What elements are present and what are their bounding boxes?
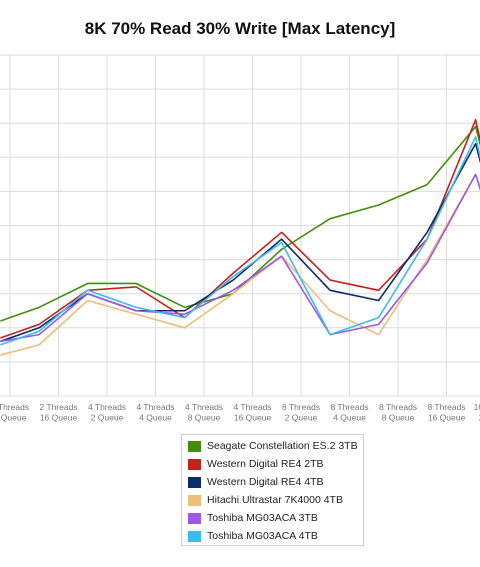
legend-label: Seagate Constellation ES.2 3TB — [207, 440, 358, 452]
series-line — [0, 136, 480, 346]
x-tick-label: 2 Threads 16 Queue — [39, 402, 77, 423]
x-tick-label: 8 Threads 2 Queue — [282, 402, 320, 423]
x-tick-label: 8 Threads 16 Queue — [427, 402, 465, 423]
x-tick-label: 8 Threads 8 Queue — [379, 402, 417, 423]
legend-swatch — [188, 476, 201, 488]
legend-swatch — [188, 512, 201, 524]
legend-label: Toshiba MG03ACA 3TB — [207, 512, 318, 524]
x-tick-label: 4 Threads 8 Queue — [185, 402, 223, 423]
legend-item: Seagate Constellation ES.2 3TB — [182, 437, 363, 455]
series-line — [0, 173, 480, 356]
series-lines — [0, 118, 480, 356]
legend-item: Toshiba MG03ACA 3TB — [182, 509, 363, 527]
legend-swatch — [188, 494, 201, 506]
x-tick-label: 4 Threads 2 Queue — [88, 402, 126, 423]
series-line — [0, 173, 480, 343]
chart-title: 8K 70% Read 30% Write [Max Latency] — [84, 19, 396, 38]
legend-item: Hitachi Ultrastar 7K4000 4TB — [182, 491, 363, 509]
legend-item: Toshiba MG03ACA 4TB — [182, 527, 363, 545]
series-line — [0, 125, 480, 322]
gridlines — [0, 54, 480, 397]
legend-label: Western Digital RE4 4TB — [207, 476, 324, 488]
x-tick-label: 4 Threads 4 Queue — [136, 402, 174, 423]
series-line — [0, 142, 480, 343]
x-tick-label: 8 Threads 4 Queue — [330, 402, 368, 423]
legend-swatch — [188, 458, 201, 470]
legend-label: Hitachi Ultrastar 7K4000 4TB — [207, 494, 343, 506]
legend-swatch — [188, 440, 201, 452]
legend-label: Toshiba MG03ACA 4TB — [207, 530, 318, 542]
legend-item: Western Digital RE4 4TB — [182, 473, 363, 491]
x-tick-label: 4 Threads 16 Queue — [233, 402, 271, 423]
legend-swatch — [188, 530, 201, 542]
series-line — [0, 118, 480, 339]
legend-item: Western Digital RE4 2TB — [182, 455, 363, 473]
legend-label: Western Digital RE4 2TB — [207, 458, 324, 470]
legend: Seagate Constellation ES.2 3TB Western Di… — [181, 434, 364, 546]
